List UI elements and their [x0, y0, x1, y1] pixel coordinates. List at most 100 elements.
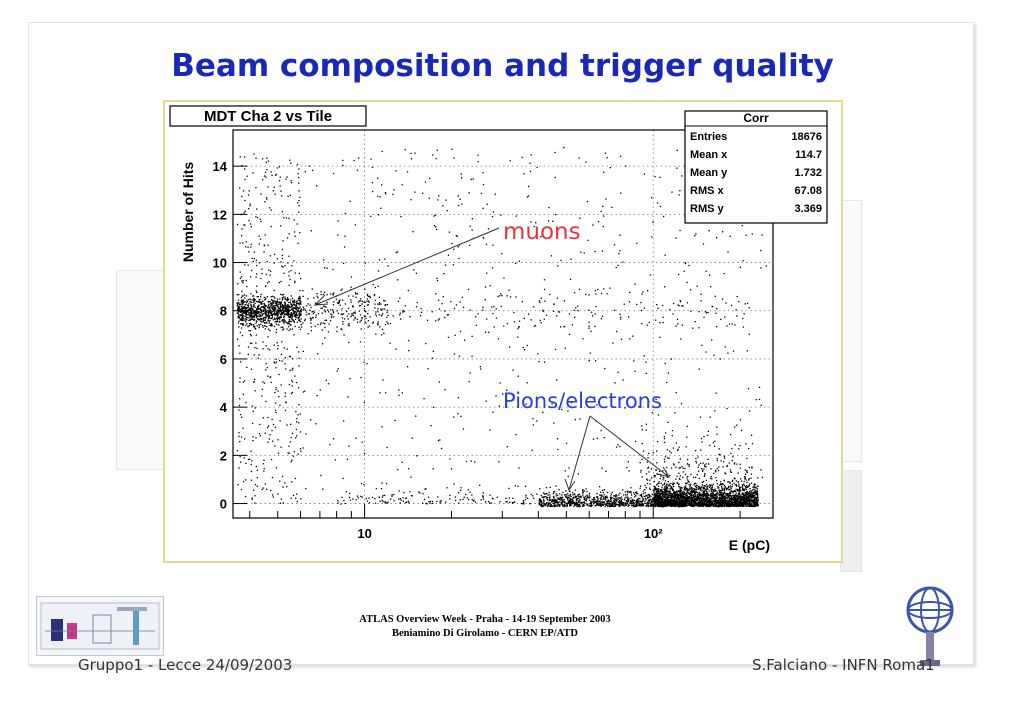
scatter-point	[288, 311, 290, 313]
scatter-point	[646, 502, 648, 504]
scatter-point	[255, 322, 257, 324]
scatter-point	[737, 503, 740, 506]
scatter-point	[331, 314, 333, 316]
scatter-point	[374, 303, 376, 305]
scatter-point	[249, 203, 251, 205]
scatter-point	[654, 494, 657, 496]
scatter-point	[620, 496, 623, 498]
scatter-point	[245, 301, 247, 303]
scatter-point	[701, 490, 703, 492]
scatter-point	[281, 210, 283, 213]
scatter-point	[294, 315, 296, 317]
scatter-point	[574, 489, 577, 491]
scatter-point	[255, 342, 257, 344]
scatter-point	[274, 193, 276, 195]
scatter-point	[266, 315, 268, 317]
scatter-point	[560, 499, 562, 501]
scatter-point	[703, 503, 705, 505]
scatter-point	[636, 503, 639, 505]
scatter-point	[288, 309, 290, 311]
scatter-point	[720, 500, 722, 502]
scatter-point	[605, 504, 607, 506]
scatter-point	[256, 314, 258, 316]
scatter-point	[333, 292, 335, 294]
scatter-point	[299, 431, 301, 433]
scatter-point	[257, 315, 259, 317]
scatter-point	[593, 497, 596, 499]
scatter-point	[258, 262, 261, 264]
scatter-point	[627, 491, 629, 494]
scatter-point	[695, 489, 698, 491]
scatter-point	[618, 497, 620, 499]
scatter-point	[662, 498, 664, 500]
scatter-point	[298, 422, 300, 424]
scatter-point	[707, 500, 709, 502]
scatter-point	[702, 498, 704, 500]
scatter-point	[675, 494, 677, 496]
scatter-point	[692, 497, 694, 499]
scatter-point	[283, 313, 286, 315]
scatter-point	[286, 309, 288, 311]
scatter-point	[738, 500, 740, 502]
scatter-point	[755, 505, 757, 507]
scatter-point	[251, 316, 253, 318]
scatter-point	[280, 280, 282, 283]
scatter-point	[682, 492, 685, 494]
scatter-point	[279, 301, 281, 303]
scatter-point	[239, 311, 241, 313]
scatter-point	[597, 288, 599, 291]
scatter-point	[645, 494, 647, 496]
scatter-point	[635, 505, 637, 507]
scatter-point	[282, 326, 284, 328]
scatter-point	[721, 487, 723, 489]
scatter-point	[674, 504, 677, 506]
scatter-point	[555, 493, 557, 495]
scatter-point	[701, 504, 704, 507]
scatter-point	[632, 503, 634, 505]
scatter-point	[740, 505, 742, 507]
scatter-point	[674, 496, 676, 498]
scatter-point	[716, 467, 718, 470]
scatter-point	[538, 300, 540, 302]
scatter-point	[242, 306, 244, 308]
scatter-point	[339, 304, 341, 306]
scatter-point	[269, 301, 271, 303]
scatter-point	[676, 492, 678, 495]
scatter-point	[251, 312, 253, 315]
scatter-point	[273, 325, 276, 328]
scatter-point	[559, 497, 561, 499]
scatter-point	[578, 495, 580, 498]
scatter-point	[711, 495, 713, 497]
scatter-point	[750, 495, 752, 497]
scatter-point	[676, 490, 678, 492]
scatter-point	[549, 496, 551, 498]
scatter-point	[700, 500, 702, 502]
scatter-point	[287, 262, 289, 264]
scatter-point	[705, 479, 707, 481]
scatter-point	[579, 496, 581, 498]
scatter-point	[556, 501, 558, 504]
scatter-point	[252, 306, 255, 308]
scatter-point	[288, 355, 291, 357]
scatter-point	[281, 195, 283, 197]
scatter-point	[691, 488, 693, 491]
scatter-point	[363, 301, 365, 303]
scatter-point	[685, 499, 687, 501]
scatter-point	[691, 487, 693, 489]
scatter-point	[660, 482, 662, 485]
scatter-point	[272, 306, 274, 308]
scatter-point	[580, 495, 582, 497]
scatter-point	[242, 307, 244, 309]
scatter-point	[701, 481, 704, 483]
scatter-point	[240, 303, 242, 305]
scatter-point	[324, 323, 326, 325]
scatter-point	[664, 500, 667, 502]
scatter-point	[249, 309, 251, 311]
scatter-point	[705, 497, 707, 499]
scatter-point	[703, 493, 705, 495]
scatter-point	[259, 423, 261, 426]
scatter-point	[644, 500, 646, 502]
scatter-point	[659, 498, 661, 500]
scatter-point	[636, 500, 639, 502]
scatter-point	[554, 505, 556, 508]
